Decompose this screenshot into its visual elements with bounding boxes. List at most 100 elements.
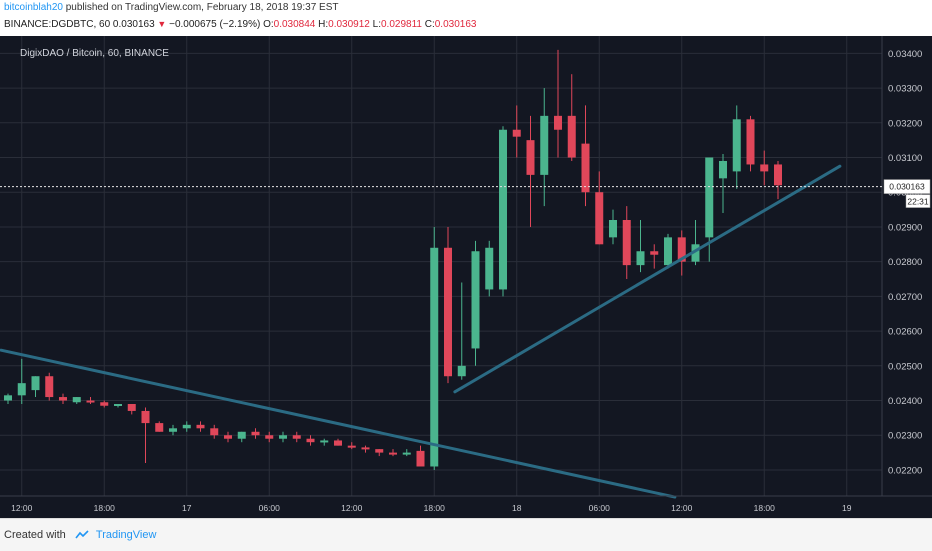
y-tick-label: 0.02900 [888,222,922,233]
low-value: 0.029811 [381,19,422,30]
candle-body [86,400,95,403]
candle-body [732,119,741,172]
candle [719,154,727,214]
candle-body [347,445,356,448]
x-tick-label: 18:00 [754,503,776,513]
candle [512,105,521,158]
candle [567,74,576,161]
candle [334,438,342,446]
open-label: O: [263,19,274,30]
candle-body [389,452,397,455]
candle-body [485,247,494,290]
candle-body [746,119,755,165]
candle-body [169,428,177,432]
candle-body [760,164,769,172]
candle [471,240,480,366]
candle-body [471,251,480,349]
x-tick-label: 17 [182,503,192,513]
published-text: published on TradingView.com, February 1… [65,2,339,13]
candle [72,397,81,404]
candle-body [691,244,700,262]
chart-area[interactable]: 0.034000.033000.032000.031000.030000.029… [0,36,932,518]
candle-body [774,164,782,186]
symbol-label: BINANCE:DGDBTC, 60 [4,19,111,30]
candle [347,442,356,450]
candle-body [182,424,191,429]
candle [114,404,122,408]
candle [31,376,40,398]
candle [389,449,397,457]
candle-body [72,397,81,403]
candle [210,424,219,439]
x-tick-label: 18:00 [424,503,446,513]
candle-body [237,431,246,439]
candle-body [320,440,329,443]
candle [127,404,136,415]
close-label: C: [424,19,435,30]
x-tick-label: 18:00 [94,503,116,513]
candle-body [361,447,370,450]
countdown-tag [905,194,931,208]
candle [760,150,769,186]
candle-body [622,220,631,266]
candle-body [141,410,150,424]
candle [100,400,109,408]
candle-body [499,129,507,290]
candle [650,244,659,269]
candle-body [636,251,645,266]
y-tick-label: 0.03300 [888,84,922,95]
candle-body [17,383,26,396]
candle [45,372,54,401]
candle-body [279,435,287,439]
candle-body [430,247,439,467]
candle-body [224,435,232,439]
candle [17,358,26,404]
candle [430,226,439,470]
tradingview-brand[interactable]: TradingView [95,529,157,541]
candle-body [554,115,562,130]
high-value: 0.030912 [328,19,370,30]
candle [416,445,425,467]
candle [581,105,590,207]
author-link[interactable]: bitcoinblah20 [4,2,63,13]
candle-body [45,376,54,398]
change-value: −0.000675 (−2.19%) [169,19,261,30]
candle [457,282,466,380]
candle-body [664,237,672,266]
candle [540,88,549,207]
candle-body [306,438,315,443]
trend-line[interactable] [453,164,842,394]
candle-body [375,449,384,453]
close-value: 0.030163 [434,19,477,30]
candle [320,438,329,446]
candle [292,431,301,443]
candlestick-chart[interactable]: 0.034000.033000.032000.031000.030000.029… [0,36,932,518]
ohlc-line: BINANCE:DGDBTC, 60 0.030163 ▼ −0.000675 … [4,19,476,30]
current-price-label: 0.030163 [889,182,925,192]
current-price-tag [883,179,931,194]
candle-body [457,365,466,377]
candle [691,220,700,266]
candle-body [677,237,686,262]
candle-body [402,452,411,455]
candle [4,393,12,404]
candle-body [526,140,535,175]
candle [306,435,315,446]
candle-body [416,450,425,467]
candle-body [265,435,274,439]
candle [485,240,494,297]
y-tick-label: 0.02600 [888,327,922,338]
x-tick-label: 18 [512,503,522,513]
candle [732,105,741,189]
candle-body [100,402,109,406]
trend-line[interactable] [0,348,677,499]
candle [526,115,535,227]
y-tick-label: 0.02700 [888,292,922,303]
candle-body [334,440,342,446]
x-tick-label: 06:00 [589,503,611,513]
low-label: L: [372,19,381,30]
candle [622,206,631,280]
candle [86,397,95,404]
candle-body [581,143,590,193]
candle [746,115,755,172]
